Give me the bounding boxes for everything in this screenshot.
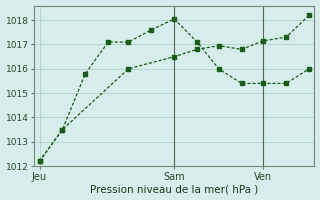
X-axis label: Pression niveau de la mer( hPa ): Pression niveau de la mer( hPa ) [90,184,259,194]
